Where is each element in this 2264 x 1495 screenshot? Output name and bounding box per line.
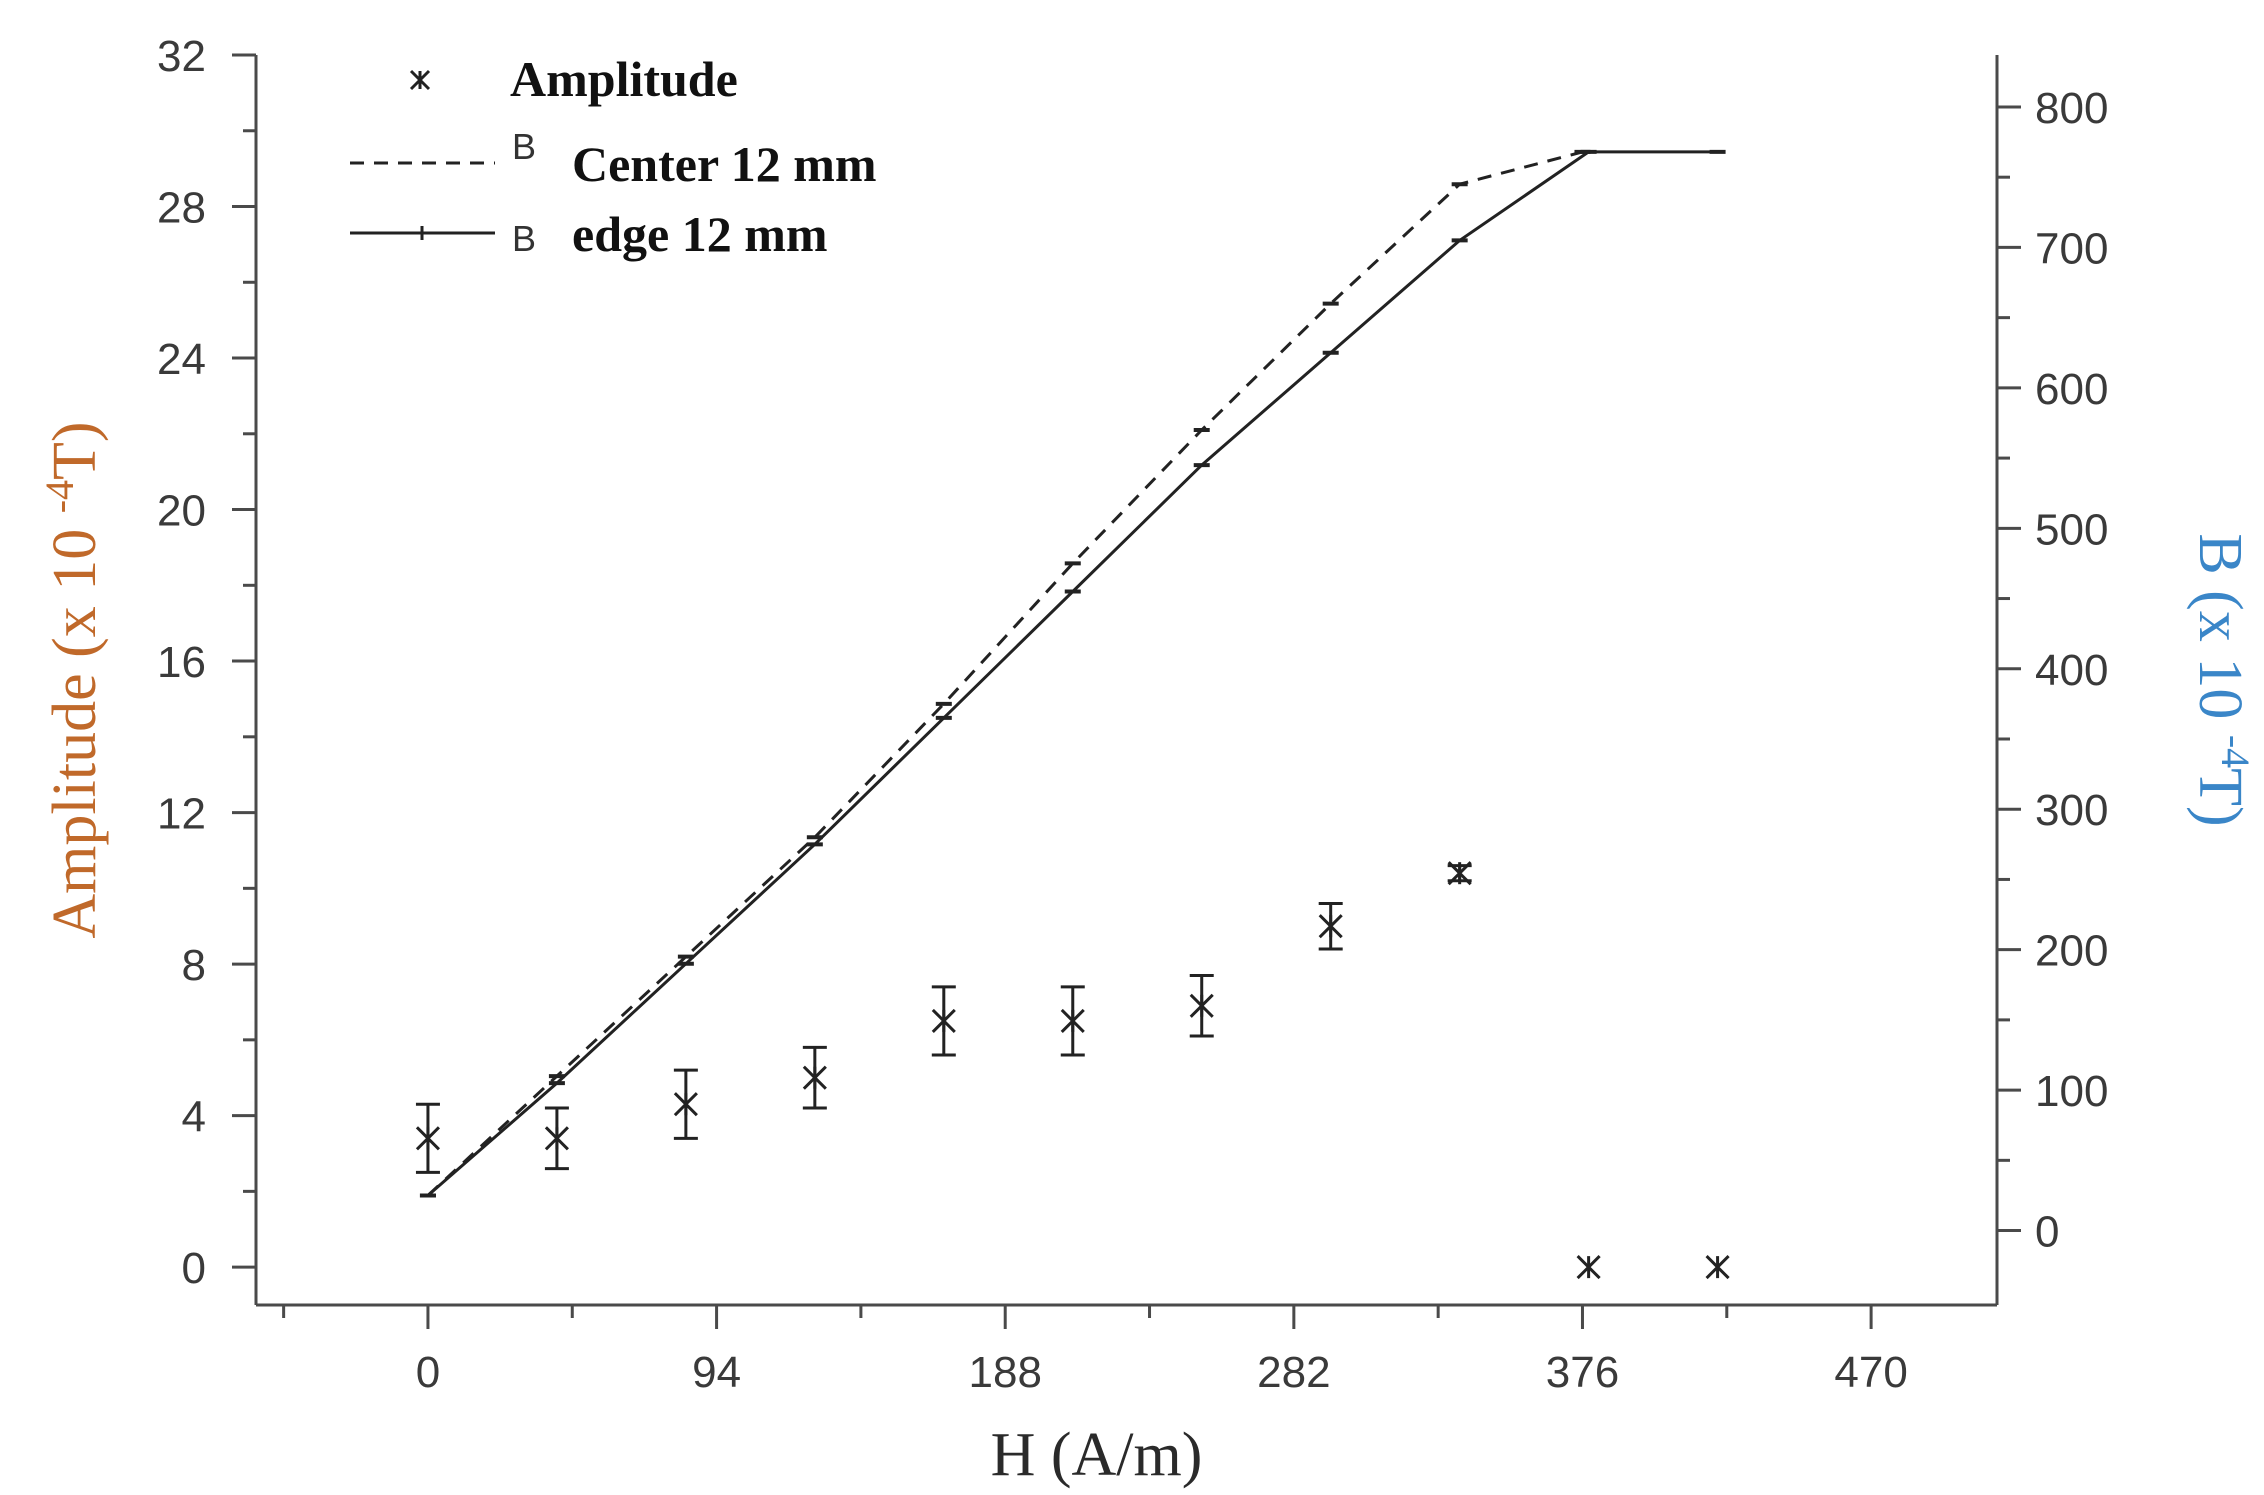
- bottom-tick-label: 282: [1257, 1348, 1330, 1397]
- legend-label: Center 12 mm: [572, 136, 877, 192]
- amplitude-point: [1447, 861, 1472, 886]
- left-tick-label: 4: [182, 1093, 206, 1142]
- amplitude-point: [1705, 1255, 1730, 1280]
- series-layer: [415, 149, 1730, 1280]
- left-axis-title: Amplitude (x 10 -4T): [37, 421, 110, 938]
- amplitude-point: [931, 985, 956, 1057]
- left-tick-label: 32: [157, 32, 206, 81]
- amplitude-point: [544, 1106, 569, 1171]
- right-tick-label: 400: [2035, 646, 2108, 695]
- legend: Amplitude B Center 12 mm B edge 12 mm: [350, 51, 877, 262]
- right-tick-label: 300: [2035, 786, 2108, 835]
- legend-symbol: B: [512, 218, 536, 259]
- left-tick-label: 16: [157, 638, 206, 687]
- legend-symbol: B: [512, 126, 536, 167]
- b-center-line: [426, 150, 1583, 1197]
- bottom-tick-label: 0: [416, 1348, 440, 1397]
- legend-label: edge 12 mm: [572, 206, 828, 262]
- right-tick-label: 500: [2035, 505, 2108, 554]
- right-tick-label: 200: [2035, 927, 2108, 976]
- left-tick-label: 28: [157, 184, 206, 233]
- axes: 0 4 8 12 16 20 24 28 32 0 100 200 300 400 500 600 700 800…: [157, 32, 2108, 1397]
- amplitude-point: [1576, 1255, 1601, 1280]
- bottom-tick-label: 188: [969, 1348, 1042, 1397]
- amplitude-point: [673, 1068, 698, 1140]
- right-tick-label: 100: [2035, 1067, 2108, 1116]
- axis-titles: H (A/m) Amplitude (x 10 -4T) B (x 10 -4T): [37, 421, 2259, 1489]
- legend-item-center: B Center 12 mm: [350, 126, 877, 192]
- bottom-tick-label: 470: [1834, 1348, 1907, 1397]
- right-axis-title: B (x 10 -4T): [2186, 533, 2259, 826]
- amplitude-point: [1060, 985, 1085, 1057]
- amplitude-point: [415, 1102, 441, 1174]
- bottom-tick-label: 376: [1546, 1348, 1619, 1397]
- legend-label: Amplitude: [510, 51, 738, 107]
- amplitude-point: [802, 1045, 827, 1110]
- left-tick-label: 12: [157, 790, 206, 839]
- right-tick-label: 0: [2035, 1208, 2059, 1257]
- left-tick-label: 20: [157, 487, 206, 536]
- left-tick-label: 8: [182, 941, 206, 990]
- right-tick-label: 700: [2035, 224, 2108, 273]
- bottom-tick-label: 94: [692, 1348, 741, 1397]
- right-tick-label: 600: [2035, 365, 2108, 414]
- legend-item-amplitude: Amplitude: [409, 51, 738, 107]
- right-tick-label: 800: [2035, 84, 2108, 133]
- left-tick-label: 0: [182, 1244, 206, 1293]
- amplitude-point: [1189, 973, 1214, 1038]
- amplitude-point: [1318, 901, 1343, 951]
- x-axis-title: H (A/m): [991, 1421, 1203, 1489]
- left-tick-label: 24: [157, 335, 206, 384]
